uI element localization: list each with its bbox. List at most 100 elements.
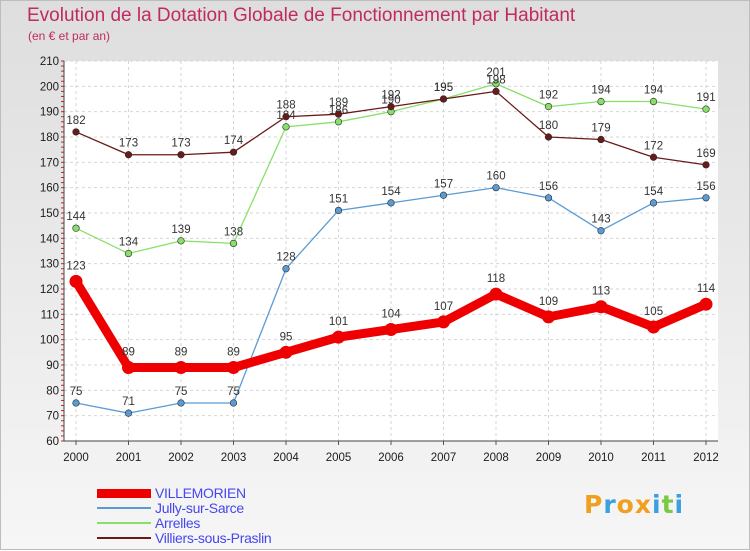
x-tick-label: 2005	[326, 452, 352, 464]
data-point-jully-sur-sarce	[72, 399, 80, 407]
data-label-jully-sur-sarce: 156	[696, 181, 715, 193]
data-point-arrelles	[492, 80, 500, 88]
data-point-villiers-sous-praslin	[177, 151, 185, 159]
data-label-arrelles: 194	[591, 85, 611, 97]
data-point-villemorien	[594, 300, 608, 314]
data-point-villiers-sous-praslin	[492, 87, 500, 95]
data-label-villiers-sous-praslin: 180	[539, 120, 558, 132]
y-tick-label: 160	[40, 183, 59, 195]
data-point-arrelles	[702, 105, 710, 113]
y-tick-label: 130	[40, 259, 59, 271]
data-label-arrelles: 134	[119, 237, 139, 249]
legend-label-villiers-sous-praslin: Villiers-sous-Praslin	[155, 530, 272, 546]
legend-swatch-villiers-sous-praslin	[97, 537, 151, 539]
data-point-arrelles	[229, 239, 238, 247]
chart-subtitle: (en € et par an)	[28, 29, 111, 43]
data-label-jully-sur-sarce: 143	[591, 214, 610, 226]
y-tick-label: 170	[40, 157, 59, 169]
data-label-villemorien: 118	[487, 273, 505, 285]
data-label-villiers-sous-praslin: 195	[434, 82, 453, 94]
y-tick-label: 120	[40, 284, 59, 296]
data-label-arrelles: 138	[224, 226, 243, 238]
data-label-arrelles: 192	[539, 90, 558, 102]
data-point-jully-sur-sarce	[702, 194, 710, 202]
data-label-villiers-sous-praslin: 179	[591, 123, 610, 135]
data-label-jully-sur-sarce: 151	[329, 193, 348, 205]
x-tick-label: 2002	[168, 452, 194, 464]
data-label-jully-sur-sarce: 157	[434, 178, 453, 190]
data-label-jully-sur-sarce: 71	[122, 396, 135, 408]
data-point-villemorien	[384, 323, 398, 337]
y-tick-label: 190	[40, 107, 59, 119]
data-point-villemorien	[174, 361, 188, 375]
data-point-arrelles	[124, 249, 133, 258]
data-label-villemorien: 89	[175, 347, 188, 359]
x-tick-label: 2006	[378, 452, 404, 464]
data-point-villemorien	[227, 361, 240, 375]
data-label-villiers-sous-praslin: 198	[486, 74, 505, 86]
data-label-villemorien: 105	[644, 306, 663, 318]
logo-letter: t	[661, 490, 675, 519]
data-point-arrelles	[282, 123, 290, 131]
data-point-jully-sur-sarce	[492, 184, 500, 192]
data-label-villemorien: 104	[381, 309, 401, 321]
data-point-villemorien	[332, 330, 345, 344]
data-point-villiers-sous-praslin	[72, 128, 80, 136]
data-point-arrelles	[597, 97, 605, 106]
logo-letter: i	[674, 490, 685, 519]
data-label-villemorien: 113	[592, 286, 610, 298]
x-tick-label: 2010	[588, 452, 614, 464]
data-point-arrelles	[649, 97, 658, 106]
logo-letter: x	[634, 490, 652, 519]
data-point-villemorien	[699, 297, 713, 311]
data-point-villemorien	[122, 361, 135, 375]
x-tick-label: 2000	[63, 452, 89, 464]
data-label-jully-sur-sarce: 75	[227, 386, 240, 398]
data-point-villemorien	[489, 287, 503, 301]
data-point-villiers-sous-praslin	[702, 161, 710, 169]
data-label-villiers-sous-praslin: 189	[329, 97, 348, 109]
data-label-villemorien: 89	[122, 347, 135, 359]
proxiti-logo: Proxiti	[584, 490, 684, 519]
data-point-jully-sur-sarce	[282, 265, 290, 273]
x-tick-label: 2001	[116, 452, 142, 464]
data-label-villiers-sous-praslin: 182	[66, 115, 85, 127]
data-point-arrelles	[334, 118, 343, 126]
data-point-villemorien	[542, 310, 555, 324]
data-point-jully-sur-sarce	[544, 194, 553, 202]
x-tick-label: 2003	[221, 452, 247, 464]
data-point-villiers-sous-praslin	[229, 148, 238, 156]
data-label-arrelles: 139	[171, 224, 190, 236]
y-tick-label: 80	[46, 385, 59, 397]
logo-letter: o	[616, 490, 635, 519]
data-point-jully-sur-sarce	[124, 409, 133, 417]
data-point-villiers-sous-praslin	[649, 153, 658, 161]
y-tick-label: 110	[41, 309, 59, 321]
y-tick-label: 200	[40, 81, 59, 93]
data-label-arrelles: 190	[381, 95, 400, 107]
data-label-villiers-sous-praslin: 188	[276, 100, 295, 112]
x-tick-label: 2008	[483, 452, 509, 464]
data-label-villiers-sous-praslin: 173	[119, 138, 138, 150]
data-label-villemorien: 89	[227, 347, 240, 359]
data-point-villiers-sous-praslin	[387, 102, 395, 111]
y-tick-label: 150	[40, 208, 59, 220]
legend-label-jully-sur-sarce: Jully-sur-Sarce	[155, 500, 244, 516]
data-point-arrelles	[72, 224, 80, 232]
data-point-villemorien	[279, 345, 293, 359]
data-point-villiers-sous-praslin	[334, 110, 343, 118]
data-label-villemorien: 109	[539, 296, 558, 308]
data-label-jully-sur-sarce: 154	[381, 186, 401, 198]
data-label-villemorien: 123	[66, 260, 85, 272]
data-point-jully-sur-sarce	[177, 399, 185, 407]
legend-swatch-arrelles	[97, 522, 151, 524]
data-point-villemorien	[69, 274, 83, 288]
data-label-jully-sur-sarce: 128	[276, 252, 295, 264]
legend-swatch-villemorien	[97, 489, 151, 498]
legend-label-arrelles: Arrelles	[155, 515, 201, 531]
logo-letter: i	[652, 490, 662, 519]
data-point-jully-sur-sarce	[597, 227, 605, 235]
data-label-villemorien: 101	[329, 316, 348, 328]
data-label-villemorien: 95	[280, 331, 293, 343]
